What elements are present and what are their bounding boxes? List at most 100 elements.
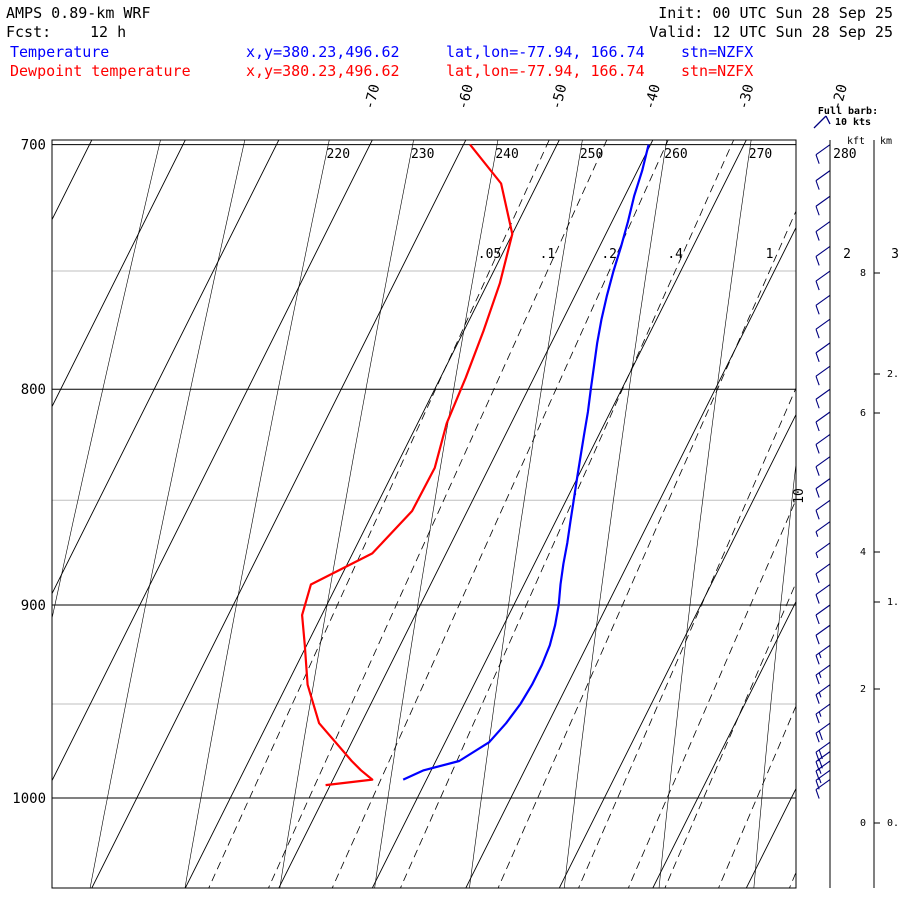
mixing-ratio-label: .05 bbox=[478, 247, 501, 262]
isotherm-line bbox=[184, 140, 560, 888]
isotherm-label: -40 bbox=[642, 83, 664, 112]
dry-adiabat-line bbox=[374, 140, 499, 888]
wind-barb-flag bbox=[818, 768, 822, 774]
wind-barb bbox=[815, 722, 831, 743]
isotherm-line bbox=[91, 140, 467, 888]
mixing-ratio-line bbox=[664, 581, 796, 888]
mixing-ratio-label: 2 bbox=[843, 247, 851, 262]
isotherm-line bbox=[831, 118, 900, 900]
mixing-ratio-line bbox=[578, 387, 796, 888]
legend-dewpoint-stn: stn=NZFX bbox=[681, 62, 753, 80]
mixing-ratio-line bbox=[331, 140, 669, 888]
wind-barb-flag bbox=[815, 573, 820, 584]
init-time: Init: 00 UTC Sun 28 Sep 25 bbox=[658, 4, 893, 22]
wind-barb-flag bbox=[815, 733, 820, 743]
wind-barb bbox=[815, 245, 831, 266]
dry-adiabat-label: 280 bbox=[833, 147, 856, 162]
kft-tick-label: 8 bbox=[860, 268, 866, 279]
legend-dewpoint-xy: x,y=380.23,496.62 bbox=[246, 62, 400, 80]
wind-barb-staff bbox=[815, 478, 831, 490]
wind-barb-flag bbox=[815, 488, 820, 498]
pressure-tick-label: 1000 bbox=[12, 791, 46, 807]
mixing-ratio-line bbox=[208, 140, 550, 888]
wind-barb-staff bbox=[815, 684, 831, 696]
dry-adiabat-line bbox=[469, 140, 583, 888]
dry-adiabat-line bbox=[563, 140, 668, 888]
mixing-ratio-label: 10 bbox=[792, 488, 807, 504]
wind-barb-flag bbox=[818, 711, 822, 717]
dry-adiabat-line bbox=[184, 140, 330, 888]
wind-barb-flag bbox=[815, 256, 820, 266]
km-tick-label: 1. bbox=[887, 597, 899, 608]
wind-barb bbox=[815, 499, 831, 520]
dry-adiabat-label: 250 bbox=[580, 147, 603, 162]
legend-dewpoint-name: Dewpoint temperature bbox=[10, 62, 191, 80]
wind-barb bbox=[815, 144, 831, 164]
wind-barb-flag bbox=[815, 466, 820, 476]
wind-barb-staff bbox=[815, 584, 831, 595]
isotherm-line bbox=[465, 226, 796, 888]
mixing-ratio-label: 1 bbox=[766, 247, 774, 262]
wind-barb-staff bbox=[815, 769, 831, 781]
wind-barb bbox=[815, 478, 831, 498]
wind-barb-flag bbox=[818, 777, 822, 784]
wind-key-barb-flag bbox=[825, 115, 831, 125]
wind-barb bbox=[815, 170, 831, 190]
wind-barb bbox=[815, 270, 831, 291]
wind-barb-staff bbox=[815, 342, 831, 354]
mixing-ratio-line bbox=[789, 871, 796, 888]
isotherm-line bbox=[278, 140, 654, 888]
isotherm-label: -50 bbox=[548, 83, 570, 112]
mixing-ratio-line bbox=[627, 498, 796, 888]
wind-barb-flag bbox=[815, 635, 820, 645]
wind-barb bbox=[815, 741, 831, 762]
wind-barb-flag bbox=[815, 713, 820, 724]
legend-temperature-latlon: lat,lon=-77.94, 166.74 bbox=[446, 43, 645, 61]
wind-barb bbox=[815, 644, 831, 665]
dry-adiabat-label: 240 bbox=[495, 147, 518, 162]
wind-barb-staff bbox=[815, 604, 831, 616]
km-tick-label: 0. bbox=[887, 818, 899, 829]
kft-tick-label: 6 bbox=[860, 408, 866, 419]
profile-layer bbox=[301, 143, 650, 787]
wind-barb bbox=[815, 388, 831, 409]
wind-barb bbox=[815, 221, 831, 241]
wind-barb-staff bbox=[815, 365, 831, 377]
model-title: AMPS 0.89-km WRF bbox=[6, 4, 151, 22]
forecast-label: Fcst: bbox=[6, 23, 51, 41]
kft-tick-label: 2 bbox=[860, 684, 866, 695]
wind-barb-staff bbox=[815, 221, 831, 232]
wind-barb-staff bbox=[815, 144, 831, 156]
isotherm-label: -30 bbox=[735, 83, 757, 112]
mixing-ratio-label: .2 bbox=[601, 247, 617, 262]
dewpoint-profile-line bbox=[301, 143, 514, 787]
wind-barb-flag bbox=[818, 652, 822, 659]
wind-barb bbox=[815, 365, 831, 386]
wind-barb-flag bbox=[818, 730, 823, 741]
wind-key-line2: 10 kts bbox=[835, 117, 871, 128]
wind-barb bbox=[815, 584, 831, 604]
isotherm-line bbox=[52, 140, 373, 782]
wind-barb-staff bbox=[815, 434, 831, 445]
wind-barb bbox=[815, 542, 831, 559]
wind-barb bbox=[815, 563, 831, 584]
wind-barb-flag bbox=[818, 672, 822, 678]
label-layer: 7008009001000-70-60-50-40-30-20-10022023… bbox=[12, 83, 899, 829]
wind-barb-flag bbox=[815, 421, 820, 432]
mixing-ratio-line bbox=[267, 140, 608, 888]
dry-adiabat-line bbox=[753, 461, 796, 888]
mixing-ratio-line bbox=[399, 140, 735, 888]
pressure-tick-label: 900 bbox=[21, 598, 46, 614]
wind-barb-flag bbox=[815, 305, 820, 315]
wind-barb bbox=[815, 604, 831, 625]
isotherm-line bbox=[558, 413, 796, 888]
kft-label: kft bbox=[847, 136, 865, 147]
wind-barb-staff bbox=[815, 499, 831, 511]
wind-barb bbox=[815, 760, 831, 781]
wind-barb bbox=[815, 318, 831, 339]
wind-barb-flag bbox=[815, 770, 820, 781]
wind-barb-flag bbox=[815, 352, 820, 363]
wind-barb-flag bbox=[815, 655, 820, 665]
wind-barb-staff bbox=[815, 318, 831, 330]
